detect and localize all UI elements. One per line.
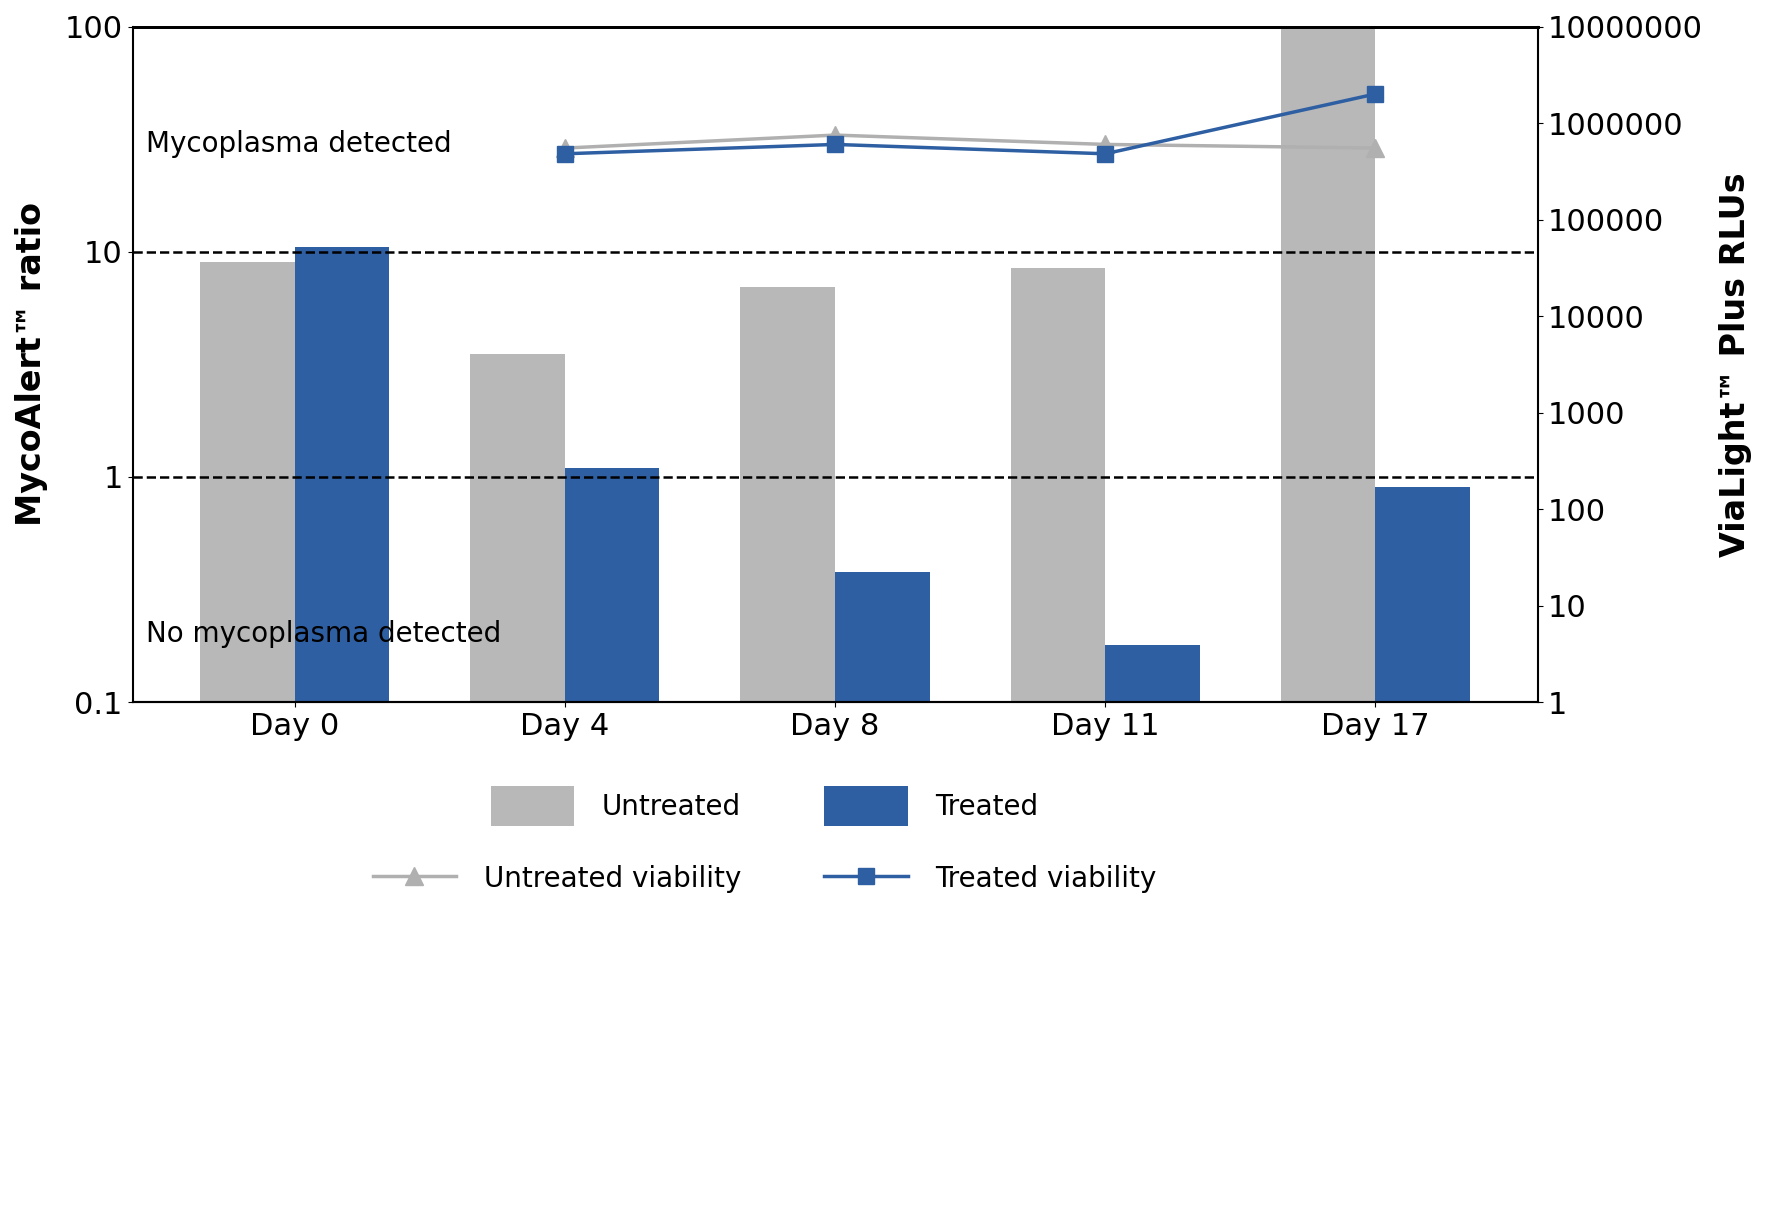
Bar xyxy=(565,467,659,1226)
Bar xyxy=(740,287,836,1226)
Bar xyxy=(1375,487,1470,1226)
Bar xyxy=(200,262,295,1226)
Bar xyxy=(1011,267,1106,1226)
Text: Mycoplasma detected: Mycoplasma detected xyxy=(147,130,452,158)
Bar xyxy=(836,571,929,1226)
Bar xyxy=(1106,645,1200,1226)
Legend: Untreated viability, Treated viability: Untreated viability, Treated viability xyxy=(362,855,1168,905)
Y-axis label: MycoAlert™ ratio: MycoAlert™ ratio xyxy=(14,202,48,526)
Bar xyxy=(295,246,389,1226)
Bar xyxy=(1281,27,1375,1226)
Bar xyxy=(470,354,565,1226)
Text: No mycoplasma detected: No mycoplasma detected xyxy=(147,620,502,649)
Y-axis label: ViaLight™ Plus RLUs: ViaLight™ Plus RLUs xyxy=(1719,172,1753,557)
